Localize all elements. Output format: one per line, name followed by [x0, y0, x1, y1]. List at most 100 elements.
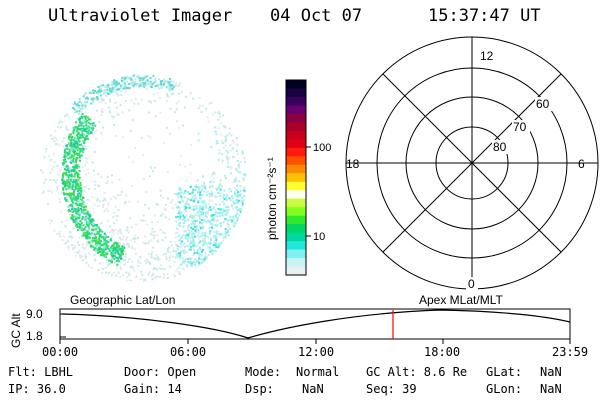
aurora-pixel	[110, 252, 113, 255]
aurora-pixel	[236, 232, 239, 235]
aurora-pixel	[86, 222, 88, 225]
aurora-pixel	[240, 225, 243, 228]
aurora-pixel	[207, 120, 210, 123]
aurora-pixel	[229, 216, 232, 219]
aurora-pixel	[181, 244, 184, 247]
aurora-pixel	[191, 196, 194, 199]
aurora-pixel	[169, 89, 172, 92]
aurora-pixel	[140, 99, 143, 102]
color-bar-band	[286, 105, 306, 115]
aurora-pixel	[192, 232, 195, 235]
aurora-pixel	[142, 77, 145, 80]
aurora-pixel	[72, 210, 75, 212]
aurora-pixel	[70, 139, 73, 142]
aurora-pixel	[134, 147, 137, 149]
aurora-pixel	[94, 229, 97, 232]
aurora-pixel	[189, 261, 192, 264]
aurora-pixel	[166, 197, 169, 199]
aurora-pixel	[214, 220, 217, 223]
aurora-pixel	[81, 227, 83, 230]
aurora-pixel	[119, 230, 122, 233]
aurora-pixel	[74, 198, 77, 201]
aurora-pixel	[129, 129, 132, 132]
aurora-pixel	[54, 129, 57, 132]
aurora-pixel	[86, 232, 89, 235]
aurora-pixel	[194, 250, 197, 253]
aurora-pixel	[197, 191, 200, 194]
aurora-pixel	[88, 228, 91, 231]
aurora-pixel	[225, 212, 228, 215]
aurora-pixel	[230, 190, 232, 193]
aurora-pixel	[228, 208, 230, 211]
aurora-pixel	[120, 190, 123, 193]
aurora-pixel	[99, 233, 102, 236]
aurora-pixel	[156, 203, 159, 206]
aurora-pixel	[77, 152, 80, 155]
aurora-pixel	[227, 234, 230, 237]
aurora-pixel	[206, 258, 209, 261]
aurora-pixel	[183, 245, 186, 248]
aurora-pixel	[196, 186, 199, 189]
aurora-pixel	[165, 236, 167, 239]
aurora-pixel	[187, 218, 190, 221]
aurora-pixel	[163, 274, 166, 277]
aurora-pixel	[212, 180, 215, 183]
aurora-pixel	[105, 86, 108, 89]
aurora-pixel	[216, 219, 219, 222]
aurora-pixel	[219, 222, 222, 225]
aurora-pixel	[159, 80, 162, 83]
aurora-pixel	[140, 82, 143, 84]
aurora-pixel	[117, 88, 120, 91]
aurora-pixel	[163, 232, 166, 234]
aurora-pixel	[162, 253, 165, 256]
aurora-pixel	[115, 246, 117, 249]
aurora-pixel	[188, 248, 191, 251]
aurora-pixel	[97, 231, 100, 234]
aurora-pixel	[91, 245, 94, 248]
aurora-pixel	[196, 260, 199, 263]
aurora-pixel	[203, 262, 206, 265]
aurora-pixel	[122, 274, 125, 276]
aurora-pixel	[197, 201, 200, 204]
aurora-pixel	[99, 240, 102, 242]
aurora-pixel	[77, 183, 80, 186]
aurora-pixel	[178, 210, 181, 213]
aurora-pixel	[215, 142, 218, 145]
aurora-pixel	[177, 247, 180, 250]
aurora-pixel	[115, 219, 118, 221]
aurora-pixel	[75, 182, 78, 185]
aurora-pixel	[234, 263, 237, 265]
aurora-pixel	[213, 231, 216, 233]
aurora-pixel	[93, 236, 96, 239]
aurora-pixel	[103, 197, 106, 200]
aurora-pixel	[149, 166, 152, 169]
aurora-pixel	[150, 101, 152, 104]
aurora-pixel	[141, 273, 144, 276]
aurora-pixel	[216, 215, 219, 218]
aurora-pixel	[76, 149, 79, 152]
aurora-pixel	[78, 124, 81, 127]
aurora-pixel	[224, 249, 227, 252]
aurora-pixel	[75, 158, 77, 161]
aurora-pixel	[182, 234, 185, 237]
aurora-pixel	[234, 214, 237, 217]
aurora-pixel	[192, 261, 195, 264]
aurora-pixel	[159, 189, 162, 192]
aurora-pixel	[189, 163, 192, 166]
aurora-pixel	[187, 191, 189, 193]
aurora-pixel	[105, 247, 108, 250]
aurora-pixel	[206, 216, 209, 219]
aurora-pixel	[137, 261, 140, 264]
aurora-pixel	[127, 87, 130, 90]
aurora-pixel	[73, 140, 76, 143]
aurora-pixel	[214, 111, 217, 114]
aurora-pixel	[220, 192, 223, 195]
aurora-pixel	[76, 143, 79, 146]
aurora-pixel	[171, 244, 173, 247]
aurora-pixel	[129, 266, 132, 268]
aurora-pixel	[127, 231, 130, 234]
aurora-pixel	[86, 127, 89, 130]
aurora-pixel	[124, 82, 126, 85]
aurora-pixel	[112, 116, 115, 118]
color-bar-band	[286, 190, 306, 200]
